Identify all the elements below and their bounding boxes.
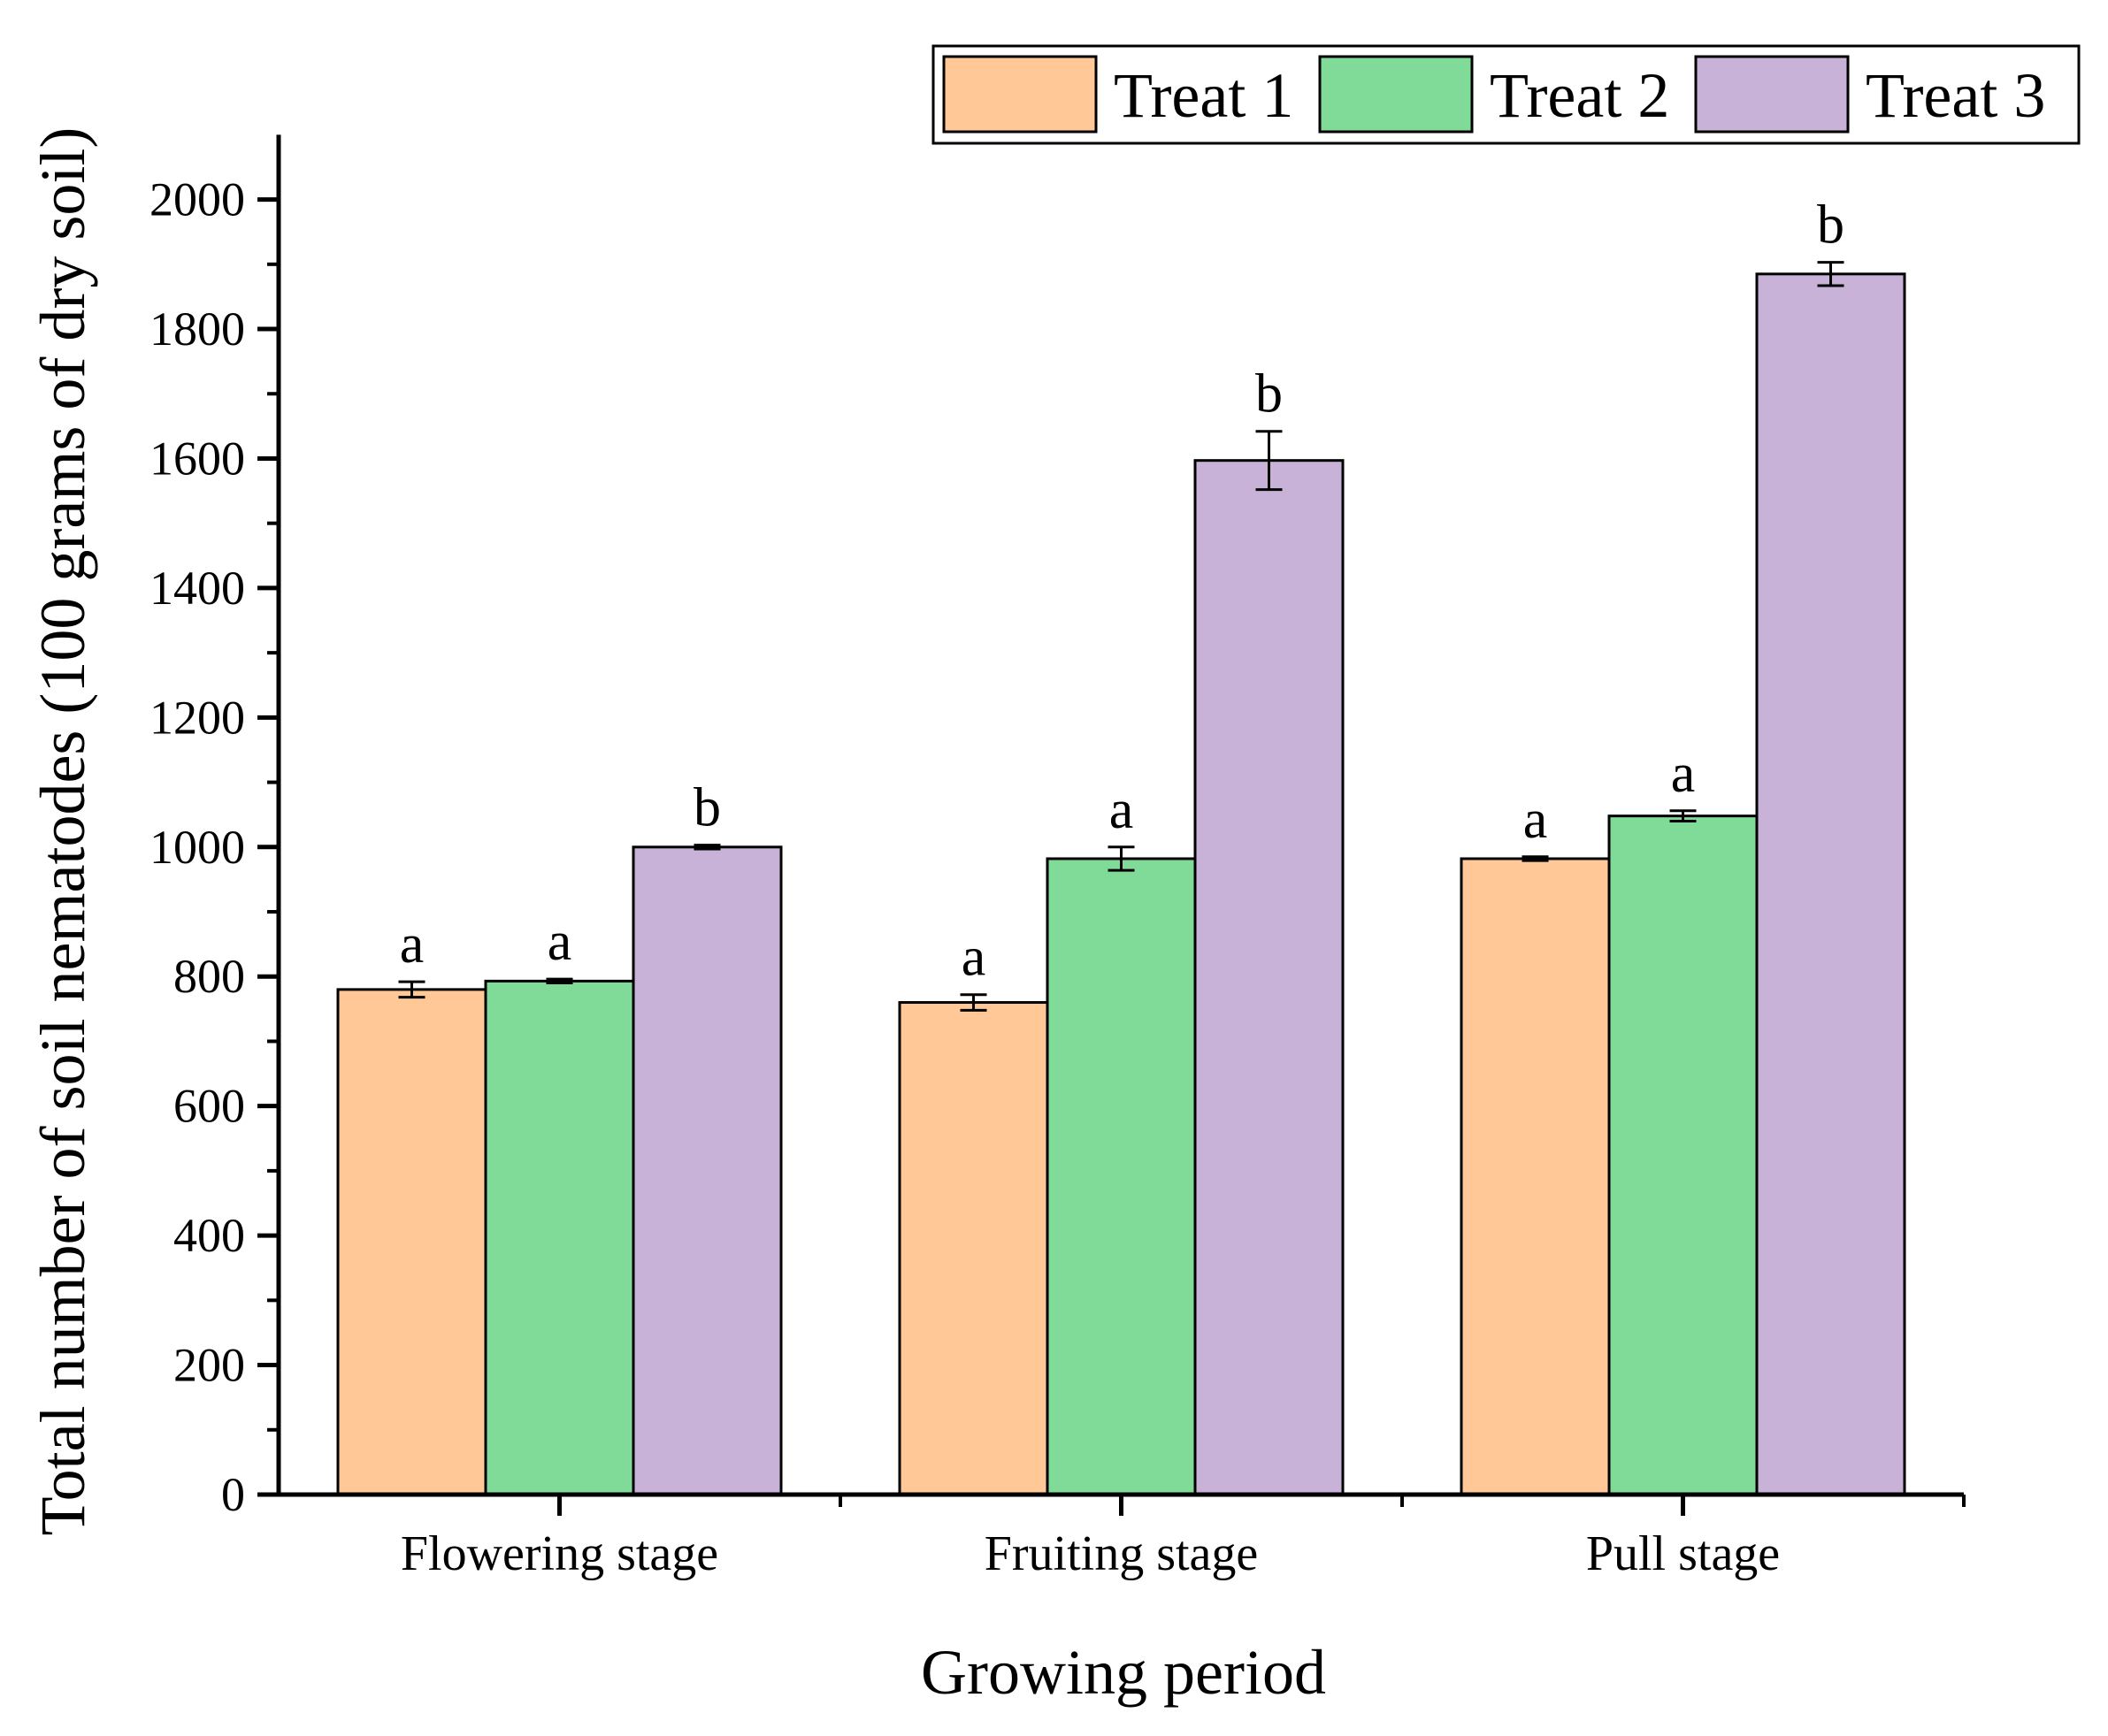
y-axis-title: Total number of soil nematodes (100 gram…	[27, 127, 98, 1536]
significance-label: a	[548, 912, 572, 972]
bar	[632, 845, 783, 1496]
legend-label: Treat 1	[1114, 60, 1293, 131]
x-tick-label: Pull stage	[1586, 1526, 1780, 1581]
y-tick-label: 200	[173, 1339, 245, 1392]
axes-layer: 0 200 400 600 800 1000 1200 1400 1600 1800 2000 Flo…	[149, 134, 1966, 1581]
legend-swatch	[1318, 55, 1474, 134]
legend-swatch	[942, 55, 1098, 134]
y-tick-label: 1600	[149, 432, 245, 485]
legend-label: Treat 3	[1866, 60, 2045, 131]
x-tick-label: Flowering stage	[401, 1526, 718, 1581]
y-tick-label: 400	[173, 1209, 245, 1262]
bar	[484, 979, 635, 1496]
bar	[1046, 857, 1197, 1496]
legend-swatch	[1694, 55, 1850, 134]
significance-label: a	[400, 914, 425, 975]
y-tick-label: 1800	[149, 302, 245, 356]
legend-label: Treat 2	[1490, 60, 1669, 131]
y-tick-label: 1200	[149, 691, 245, 744]
bar	[898, 1001, 1049, 1496]
bars-layer: a a b a a b a a b	[336, 195, 1906, 1496]
significance-label: a	[1109, 780, 1134, 840]
bar	[1607, 814, 1759, 1496]
y-tick-label: 1400	[149, 562, 245, 615]
y-tick-label: 1000	[149, 821, 245, 874]
significance-label: b	[1255, 364, 1283, 424]
significance-label: a	[1523, 790, 1548, 850]
significance-label: a	[962, 928, 986, 988]
y-tick-label: 0	[221, 1468, 245, 1521]
bar	[1460, 857, 1611, 1496]
legend-box	[931, 44, 2081, 145]
x-tick-label: Fruiting stage	[985, 1526, 1259, 1581]
y-tick-label: 600	[173, 1080, 245, 1133]
significance-label: b	[694, 778, 721, 838]
y-tick-label: 800	[173, 950, 245, 1003]
x-axis-title: Growing period	[921, 1637, 1326, 1708]
significance-label: b	[1817, 195, 1844, 256]
bar	[1755, 272, 1906, 1496]
legend: Treat 1 Treat 2 Treat 3	[931, 44, 2081, 145]
significance-label: a	[1671, 744, 1696, 804]
bar	[1193, 459, 1345, 1496]
bar	[336, 988, 487, 1496]
y-tick-label: 2000	[149, 173, 245, 226]
